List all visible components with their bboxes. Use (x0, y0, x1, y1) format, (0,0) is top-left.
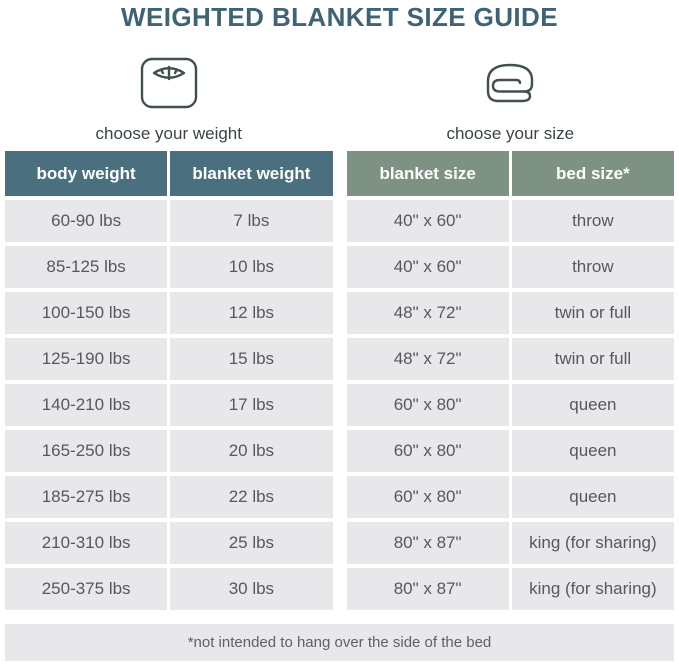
blanket-size-cell: 48" x 72" (346, 292, 509, 334)
weight-section-header: choose your weight (5, 56, 333, 144)
body-weight-cell: 60-90 lbs (5, 200, 168, 242)
scale-icon (138, 56, 200, 111)
table-row: 210-310 lbs 25 lbs (5, 522, 333, 564)
table-row: 100-150 lbs 12 lbs (5, 292, 333, 334)
table-row: 80" x 87" king (for sharing) (346, 522, 674, 564)
size-section-header: choose your size (347, 56, 675, 144)
blanket-size-header: blanket size (346, 151, 509, 196)
table-row: 85-125 lbs 10 lbs (5, 246, 333, 288)
body-weight-cell: 125-190 lbs (5, 338, 168, 380)
weight-section-label: choose your weight (95, 124, 242, 143)
section-headers: choose your weight choose your size (0, 56, 679, 144)
blanket-size-cell: 60" x 80" (346, 384, 509, 426)
table-row: 60" x 80" queen (346, 476, 674, 518)
table-row: 165-250 lbs 20 lbs (5, 430, 333, 472)
table-row: 48" x 72" twin or full (346, 292, 674, 334)
body-weight-cell: 100-150 lbs (5, 292, 168, 334)
body-weight-cell: 250-375 lbs (5, 568, 168, 610)
size-section-label: choose your size (446, 124, 575, 143)
bed-size-cell: queen (511, 384, 674, 426)
table-row: 60-90 lbs 7 lbs (5, 200, 333, 242)
blanket-icon (479, 56, 541, 111)
bed-size-cell: twin or full (511, 292, 674, 334)
table-row: 48" x 72" twin or full (346, 338, 674, 380)
blanket-weight-cell: 7 lbs (170, 200, 333, 242)
weight-table: body weight blanket weight 60-90 lbs 7 l… (5, 151, 333, 610)
blanket-weight-cell: 30 lbs (170, 568, 333, 610)
bed-size-cell: throw (511, 246, 674, 288)
bed-size-cell: twin or full (511, 338, 674, 380)
blanket-weight-cell: 22 lbs (170, 476, 333, 518)
body-weight-cell: 210-310 lbs (5, 522, 168, 564)
blanket-size-cell: 80" x 87" (346, 568, 509, 610)
table-row: 40" x 60" throw (346, 200, 674, 242)
blanket-weight-cell: 25 lbs (170, 522, 333, 564)
table-row: 80" x 87" king (for sharing) (346, 568, 674, 610)
body-weight-cell: 165-250 lbs (5, 430, 168, 472)
bed-size-cell: king (for sharing) (511, 522, 674, 564)
blanket-size-cell: 40" x 60" (346, 246, 509, 288)
bed-size-cell: throw (511, 200, 674, 242)
table-row: 60" x 80" queen (346, 430, 674, 472)
blanket-weight-header: blanket weight (170, 151, 333, 196)
blanket-weight-cell: 20 lbs (170, 430, 333, 472)
table-row: 40" x 60" throw (346, 246, 674, 288)
table-row: 250-375 lbs 30 lbs (5, 568, 333, 610)
bed-size-cell: queen (511, 430, 674, 472)
bed-size-cell: king (for sharing) (511, 568, 674, 610)
blanket-size-cell: 40" x 60" (346, 200, 509, 242)
bed-size-header: bed size* (511, 151, 674, 196)
blanket-size-cell: 48" x 72" (346, 338, 509, 380)
table-row: 60" x 80" queen (346, 384, 674, 426)
blanket-size-cell: 80" x 87" (346, 522, 509, 564)
table-row: 125-190 lbs 15 lbs (5, 338, 333, 380)
body-weight-cell: 140-210 lbs (5, 384, 168, 426)
blanket-weight-cell: 12 lbs (170, 292, 333, 334)
body-weight-header: body weight (5, 151, 168, 196)
size-table: blanket size bed size* 40" x 60" throw 4… (346, 151, 674, 610)
table-row: 185-275 lbs 22 lbs (5, 476, 333, 518)
page-title: WEIGHTED BLANKET SIZE GUIDE (121, 2, 558, 32)
size-table-header: blanket size bed size* (346, 151, 674, 196)
footnote: *not intended to hang over the side of t… (5, 624, 674, 661)
table-row: 140-210 lbs 17 lbs (5, 384, 333, 426)
blanket-weight-cell: 15 lbs (170, 338, 333, 380)
blanket-weight-cell: 17 lbs (170, 384, 333, 426)
blanket-size-cell: 60" x 80" (346, 430, 509, 472)
tables-container: body weight blanket weight 60-90 lbs 7 l… (0, 151, 679, 610)
body-weight-cell: 185-275 lbs (5, 476, 168, 518)
blanket-size-cell: 60" x 80" (346, 476, 509, 518)
blanket-weight-cell: 10 lbs (170, 246, 333, 288)
body-weight-cell: 85-125 lbs (5, 246, 168, 288)
weight-table-header: body weight blanket weight (5, 151, 333, 196)
bed-size-cell: queen (511, 476, 674, 518)
